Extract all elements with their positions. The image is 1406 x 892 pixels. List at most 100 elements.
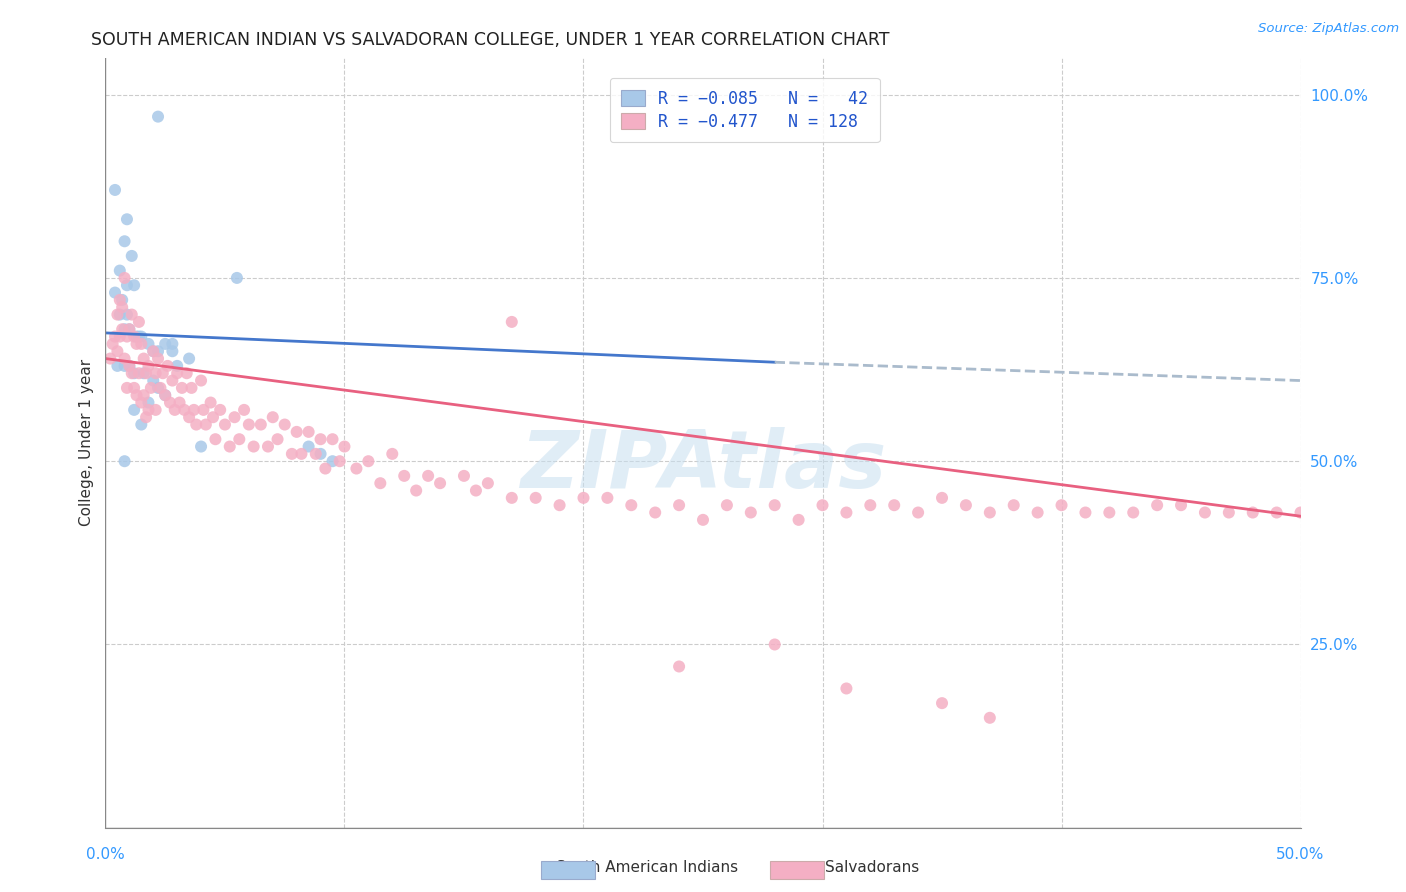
Point bbox=[1194, 506, 1216, 520]
Point bbox=[194, 417, 217, 432]
Point bbox=[329, 454, 352, 468]
Point bbox=[125, 388, 148, 402]
Point bbox=[104, 285, 127, 300]
Point bbox=[138, 403, 160, 417]
Point bbox=[224, 410, 246, 425]
Point bbox=[114, 359, 136, 373]
Point bbox=[1122, 506, 1144, 520]
Point bbox=[257, 440, 280, 454]
Point bbox=[121, 308, 143, 322]
Point bbox=[156, 359, 179, 373]
Point bbox=[115, 381, 138, 395]
Point bbox=[1241, 506, 1264, 520]
Point bbox=[125, 329, 148, 343]
Point bbox=[429, 476, 451, 491]
Point bbox=[193, 403, 215, 417]
Point bbox=[1098, 506, 1121, 520]
Point bbox=[125, 337, 148, 351]
Point bbox=[418, 468, 440, 483]
Point bbox=[1265, 506, 1288, 520]
Point bbox=[114, 454, 136, 468]
Point bbox=[1218, 506, 1240, 520]
Point bbox=[162, 374, 184, 388]
Point bbox=[692, 513, 714, 527]
Point bbox=[200, 395, 222, 409]
Point bbox=[477, 476, 499, 491]
Point bbox=[138, 359, 160, 373]
Point bbox=[190, 440, 212, 454]
Point bbox=[135, 410, 157, 425]
Point bbox=[763, 498, 786, 512]
Point bbox=[121, 366, 143, 380]
Point bbox=[118, 322, 141, 336]
Point bbox=[668, 498, 690, 512]
Point bbox=[644, 506, 666, 520]
Point bbox=[180, 381, 202, 395]
Point bbox=[122, 366, 145, 380]
Point bbox=[392, 468, 416, 483]
Point bbox=[1146, 498, 1168, 512]
Point bbox=[321, 454, 344, 468]
Point bbox=[108, 293, 131, 307]
Point bbox=[132, 388, 155, 402]
Point bbox=[405, 483, 427, 498]
Point bbox=[118, 359, 141, 373]
Point bbox=[128, 366, 150, 380]
Point bbox=[129, 395, 153, 409]
Text: Salvadorans: Salvadorans bbox=[824, 860, 920, 874]
Point bbox=[111, 322, 134, 336]
Point bbox=[163, 403, 186, 417]
Point bbox=[931, 491, 953, 505]
Point bbox=[135, 366, 157, 380]
Point bbox=[177, 351, 201, 366]
Text: SOUTH AMERICAN INDIAN VS SALVADORAN COLLEGE, UNDER 1 YEAR CORRELATION CHART: SOUTH AMERICAN INDIAN VS SALVADORAN COLL… bbox=[91, 31, 890, 49]
Point bbox=[1002, 498, 1025, 512]
Point bbox=[285, 425, 308, 439]
Point bbox=[204, 432, 226, 446]
Point bbox=[146, 110, 169, 124]
Point bbox=[190, 374, 212, 388]
Point bbox=[357, 454, 380, 468]
Point bbox=[314, 461, 336, 475]
Point bbox=[333, 440, 356, 454]
Point bbox=[1074, 506, 1097, 520]
Point bbox=[501, 315, 523, 329]
Point bbox=[142, 344, 165, 359]
Point bbox=[114, 351, 136, 366]
Point bbox=[668, 659, 690, 673]
Point bbox=[108, 263, 131, 277]
Point bbox=[225, 271, 249, 285]
Point bbox=[173, 403, 195, 417]
Point bbox=[122, 381, 145, 395]
Point bbox=[162, 337, 184, 351]
Point bbox=[209, 403, 232, 417]
Point bbox=[138, 337, 160, 351]
Point bbox=[620, 498, 643, 512]
Point bbox=[128, 329, 150, 343]
Point bbox=[931, 696, 953, 710]
Point bbox=[146, 381, 169, 395]
Point bbox=[501, 491, 523, 505]
Point bbox=[146, 351, 169, 366]
Point bbox=[153, 388, 177, 402]
Point bbox=[907, 506, 929, 520]
Point bbox=[146, 344, 169, 359]
Point bbox=[166, 366, 188, 380]
Point bbox=[835, 681, 858, 696]
Point bbox=[309, 432, 332, 446]
Point bbox=[166, 359, 188, 373]
Point bbox=[104, 183, 127, 197]
Point bbox=[381, 447, 404, 461]
Point bbox=[214, 417, 236, 432]
Point bbox=[228, 432, 250, 446]
Point bbox=[170, 381, 193, 395]
Point bbox=[142, 344, 165, 359]
Point bbox=[118, 322, 141, 336]
Point bbox=[183, 403, 205, 417]
Point bbox=[859, 498, 882, 512]
Point bbox=[464, 483, 488, 498]
Point bbox=[169, 395, 191, 409]
Point bbox=[1050, 498, 1073, 512]
Legend: R = −0.085   N =   42, R = −0.477   N = 128: R = −0.085 N = 42, R = −0.477 N = 128 bbox=[610, 78, 880, 142]
Point bbox=[108, 329, 131, 343]
